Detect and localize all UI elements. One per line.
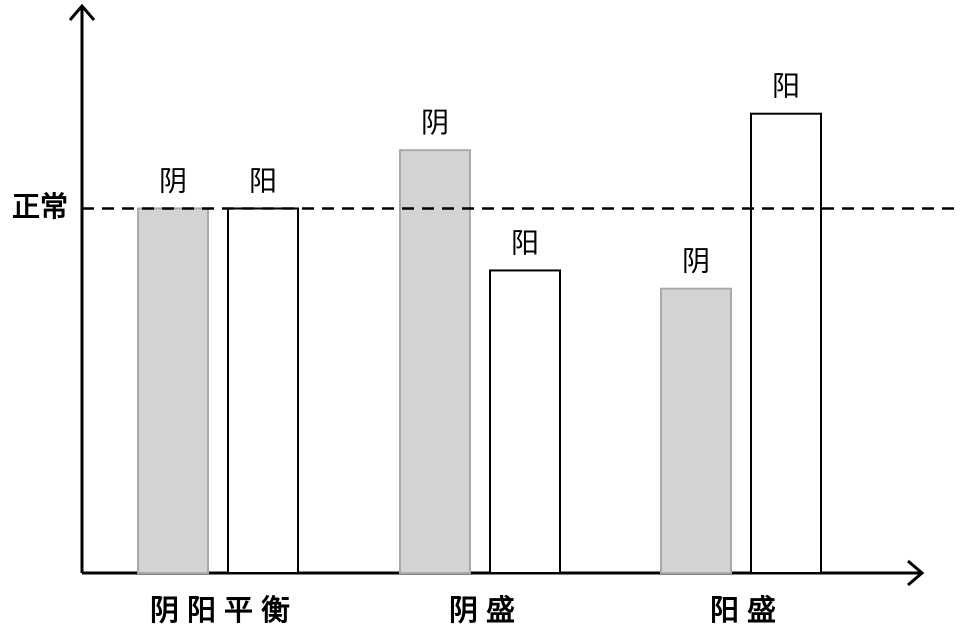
- bar: [750, 112, 822, 574]
- x-tick-label: 阳盛: [710, 593, 784, 627]
- bar: [137, 207, 209, 575]
- reference-label: 正常: [12, 190, 68, 223]
- bar: [227, 207, 299, 575]
- y-axis-arrow: [68, 3, 96, 21]
- x-axis-arrow: [907, 559, 925, 587]
- x-tick-label: 阴阳平衡: [150, 593, 298, 627]
- bar: [399, 149, 471, 574]
- bar-label: 阳: [249, 164, 277, 197]
- x-tick-label: 阴盛: [449, 593, 523, 627]
- bar: [660, 287, 732, 574]
- bar-label: 阴: [421, 106, 449, 139]
- bar-label: 阴: [682, 245, 710, 278]
- bar-label: 阳: [772, 70, 800, 103]
- bar-label: 阴: [159, 164, 187, 197]
- bar: [489, 269, 561, 574]
- bar-label: 阳: [511, 226, 539, 259]
